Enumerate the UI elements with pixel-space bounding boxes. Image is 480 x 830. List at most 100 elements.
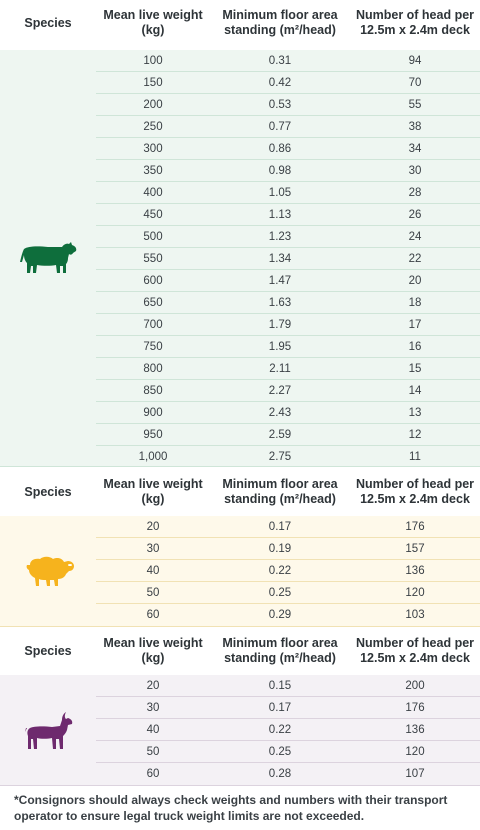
table-row: 60 0.29 103 (96, 604, 480, 626)
cell-weight: 350 (143, 165, 163, 177)
table-row: 550 1.34 22 (96, 248, 480, 270)
table-row: 500 1.23 24 (96, 226, 480, 248)
cattle-rows: 100 0.31 94 150 0.42 70 200 0.53 55 250 0.77 38 300 0… (96, 50, 480, 468)
cell-weight: 60 (146, 768, 160, 780)
cell-area: 1.05 (268, 187, 292, 199)
header-species: Species (24, 484, 72, 499)
cell-area: 0.53 (268, 99, 292, 111)
cell-head: 107 (405, 768, 425, 780)
cattle-body: 100 0.31 94 150 0.42 70 200 0.53 55 250 0.77 38 300 0… (0, 50, 480, 466)
cell-head: 55 (408, 99, 422, 111)
cell-head: 26 (408, 209, 422, 221)
table-row: 20 0.15 200 (96, 675, 480, 697)
cell-weight: 600 (143, 275, 163, 287)
table-row: 800 2.11 15 (96, 358, 480, 380)
table-row: 950 2.59 12 (96, 424, 480, 446)
cell-weight: 30 (146, 543, 160, 555)
table-row: 750 1.95 16 (96, 336, 480, 358)
cell-area: 1.34 (268, 253, 292, 265)
cell-area: 1.23 (268, 231, 292, 243)
goats-rows: 20 0.15 200 30 0.17 176 40 0.22 136 50 0.25 120 60 0.… (96, 675, 480, 785)
table-header-sheep: Species Mean live weight (kg) Minimum fl… (0, 469, 480, 515)
goat-icon (25, 712, 73, 749)
sheep-rows: 20 0.17 176 30 0.19 157 40 0.22 136 50 0.25 120 60 0.… (96, 516, 480, 626)
table-row: 50 0.25 120 (96, 741, 480, 763)
table-row: 850 2.27 14 (96, 380, 480, 402)
cell-head: 34 (408, 143, 422, 155)
cell-weight: 750 (143, 341, 163, 353)
row-divider (96, 291, 480, 292)
cell-weight: 1,000 (138, 451, 168, 463)
header-head: Number of head per 12.5m x 2.4m deck (355, 636, 475, 665)
cell-weight: 200 (143, 99, 163, 111)
cell-head: 17 (408, 319, 422, 331)
table-row: 450 1.13 26 (96, 204, 480, 226)
goats-body: 20 0.15 200 30 0.17 176 40 0.22 136 50 0.25 120 60 0.… (0, 675, 480, 785)
cell-weight: 250 (143, 121, 163, 133)
row-divider (96, 335, 480, 336)
table-row: 700 1.79 17 (96, 314, 480, 336)
table-row: 100 0.31 94 (96, 50, 480, 72)
row-divider (96, 696, 480, 697)
table-row: 1,000 2.75 11 (96, 446, 480, 468)
header-weight: Mean live weight (kg) (103, 636, 203, 665)
cell-head: 120 (405, 746, 425, 758)
cell-weight: 20 (146, 521, 160, 533)
section-divider (0, 626, 480, 627)
cell-head: 94 (408, 55, 422, 67)
cell-area: 2.75 (268, 451, 292, 463)
row-divider (96, 159, 480, 160)
cell-head: 176 (405, 521, 425, 533)
header-species: Species (24, 15, 72, 30)
row-divider (96, 379, 480, 380)
cell-weight: 450 (143, 209, 163, 221)
cell-weight: 150 (143, 77, 163, 89)
table-row: 150 0.42 70 (96, 72, 480, 94)
cell-weight: 400 (143, 187, 163, 199)
header-area: Minimum floor area standing (m²/head) (222, 8, 338, 37)
cell-area: 0.22 (268, 565, 292, 577)
cell-head: 20 (408, 275, 422, 287)
table-row: 40 0.22 136 (96, 560, 480, 582)
row-divider (96, 762, 480, 763)
table-header-cattle: Species Mean live weight (kg) Minimum fl… (0, 0, 480, 46)
cell-area: 2.11 (269, 363, 291, 375)
cell-head: 103 (405, 609, 425, 621)
section-divider (0, 466, 480, 467)
cell-head: 13 (408, 407, 422, 419)
cell-weight: 50 (146, 746, 160, 758)
row-divider (96, 445, 480, 446)
cell-area: 0.98 (268, 165, 292, 177)
cell-area: 1.63 (268, 297, 292, 309)
cell-area: 1.13 (268, 209, 292, 221)
row-divider (96, 740, 480, 741)
table-row: 60 0.28 107 (96, 763, 480, 785)
cell-weight: 850 (143, 385, 163, 397)
table-row: 600 1.47 20 (96, 270, 480, 292)
sheep-body: 20 0.17 176 30 0.19 157 40 0.22 136 50 0.25 120 60 0.… (0, 516, 480, 626)
section-divider (0, 785, 480, 786)
row-divider (96, 559, 480, 560)
cell-area: 1.79 (268, 319, 292, 331)
cell-head: 14 (408, 385, 422, 397)
header-head: Number of head per 12.5m x 2.4m deck (355, 8, 475, 37)
row-divider (96, 269, 480, 270)
cell-area: 0.28 (268, 768, 292, 780)
table-row: 300 0.86 34 (96, 138, 480, 160)
cell-head: 136 (405, 724, 425, 736)
table-row: 250 0.77 38 (96, 116, 480, 138)
cell-head: 11 (409, 451, 421, 463)
cell-head: 15 (408, 363, 422, 375)
table-row: 30 0.19 157 (96, 538, 480, 560)
row-divider (96, 247, 480, 248)
cell-head: 16 (408, 341, 422, 353)
sheep-icon-cell (0, 516, 96, 626)
cell-weight: 50 (146, 587, 160, 599)
cell-head: 12 (408, 429, 422, 441)
row-divider (96, 357, 480, 358)
table-row: 900 2.43 13 (96, 402, 480, 424)
row-divider (96, 423, 480, 424)
cell-area: 0.42 (268, 77, 292, 89)
header-weight: Mean live weight (kg) (103, 477, 203, 506)
